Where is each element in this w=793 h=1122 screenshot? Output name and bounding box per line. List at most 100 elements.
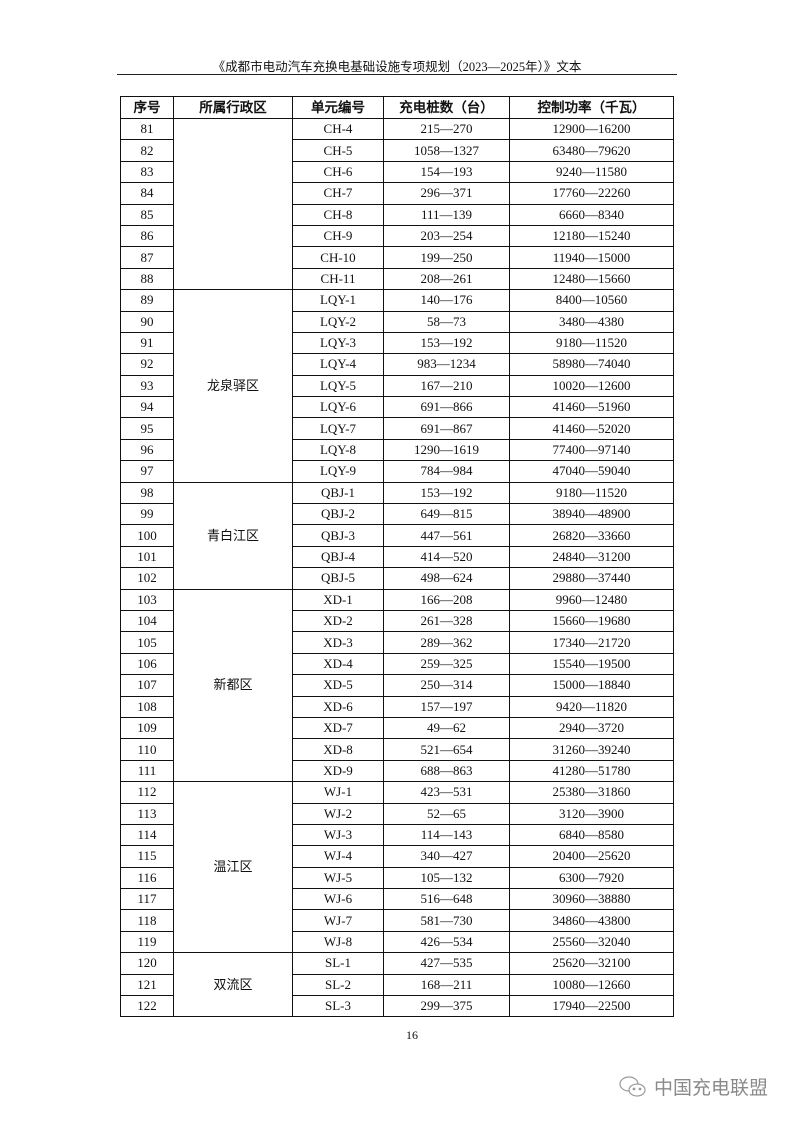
table-row: 85 CH-8 111—139 6660—8340 [120,203,674,226]
row-number: 94 [120,396,174,419]
charging-pile-count: 426—534 [383,930,510,954]
table-row: 81 CH-4 215—270 12900—16200 [120,117,674,291]
row-number: 92 [120,353,174,376]
table-row: 86 CH-9 203—254 12180—15240 [120,224,674,248]
charging-pile-count: 498—624 [383,567,510,590]
table-row: 120 双流区 SL-1 427—535 25620—32100 [120,952,674,1018]
row-number: 93 [120,374,174,398]
row-number: 100 [120,524,174,547]
control-power: 6660—8340 [509,203,674,226]
table-row: 106 XD-4 259—325 15540—19500 [120,652,674,676]
charging-pile-count: 203—254 [383,224,510,248]
row-number: 105 [120,631,174,654]
row-number: 101 [120,545,174,569]
charging-pile-count: 58—73 [383,310,510,333]
table-row: 114 WJ-3 114—143 6840—8580 [120,823,674,847]
control-power: 41460—51960 [509,396,674,419]
control-power: 30960—38880 [509,888,674,911]
row-number: 116 [120,866,174,890]
row-number: 119 [120,930,174,954]
control-power: 29880—37440 [509,567,674,590]
unit-code: XD-1 [292,588,384,611]
unit-code: CH-10 [292,246,384,269]
control-power: 17940—22500 [509,995,674,1018]
control-power: 10020—12600 [509,374,674,398]
table-row: 102 QBJ-5 498—624 29880—37440 [120,567,674,590]
charging-pile-count: 691—867 [383,417,510,440]
unit-code: LQY-6 [292,396,384,419]
control-power: 41280—51780 [509,759,674,783]
charging-pile-count: 154—193 [383,160,510,184]
row-number: 110 [120,738,174,761]
charging-pile-count: 215—270 [383,117,510,141]
control-power: 12900—16200 [509,117,674,141]
unit-code: WJ-6 [292,888,384,911]
control-power: 24840—31200 [509,545,674,569]
row-number: 87 [120,246,174,269]
header-divider [117,74,677,75]
charging-pile-count: 261—328 [383,609,510,633]
unit-code: WJ-2 [292,802,384,825]
unit-code: WJ-8 [292,930,384,954]
row-number: 83 [120,160,174,184]
charging-pile-count: 414—520 [383,545,510,569]
unit-code: XD-5 [292,674,384,697]
row-number: 111 [120,759,174,783]
charging-pile-count: 688—863 [383,759,510,783]
unit-code: CH-9 [292,224,384,248]
unit-code: CH-7 [292,182,384,205]
charging-pile-count: 157—197 [383,695,510,718]
control-power: 8400—10560 [509,289,674,312]
unit-code: LQY-2 [292,310,384,333]
row-number: 99 [120,503,174,526]
row-number: 90 [120,310,174,333]
page-number: 16 [406,1028,418,1042]
unit-code: XD-6 [292,695,384,718]
control-power: 17760—22260 [509,182,674,205]
table-row: 100 QBJ-3 447—561 26820—33660 [120,524,674,547]
watermark: 中国充电联盟 [618,1073,768,1100]
control-power: 9420—11820 [509,695,674,718]
watermark-text: 中国充电联盟 [654,1077,769,1099]
table-row: 103 新都区 XD-1 166—208 9960—12480 [120,588,674,783]
control-power: 9960—12480 [509,588,674,611]
column-header: 充电桩数（台） [383,96,510,119]
row-number: 112 [120,781,174,804]
row-number: 91 [120,331,174,355]
control-power: 6840—8580 [509,823,674,847]
unit-code: SL-1 [292,952,384,975]
unit-code: XD-4 [292,652,384,676]
district-cell: 青白江区 [173,481,293,590]
unit-code: CH-6 [292,160,384,184]
charging-pile-count: 649—815 [383,503,510,526]
charging-pile-table: 序号 所属行政区 单元编号 充电桩数（台） 控制功率（千瓦） 81 CH-4 215—270… [120,96,674,1018]
table-row: 91 LQY-3 153—192 9180—11520 [120,331,674,355]
row-number: 86 [120,224,174,248]
row-number: 95 [120,417,174,440]
table-header-row: 序号 所属行政区 单元编号 充电桩数（台） 控制功率（千瓦） [120,96,674,119]
unit-code: XD-8 [292,738,384,761]
row-number: 98 [120,481,174,505]
charging-pile-count: 581—730 [383,909,510,932]
table-row: 122 SL-3 299—375 17940—22500 [120,995,674,1018]
unit-code: XD-2 [292,609,384,633]
unit-code: CH-8 [292,203,384,226]
table-row: 96 LQY-8 1290—1619 77400—97140 [120,438,674,462]
row-number: 109 [120,716,174,740]
row-number: 118 [120,909,174,932]
district-cell: 龙泉驿区 [173,289,293,483]
unit-code: LQY-5 [292,374,384,398]
unit-code: LQY-9 [292,460,384,483]
table-row: 84 CH-7 296—371 17760—22260 [120,182,674,205]
row-number: 122 [120,995,174,1018]
control-power: 77400—97140 [509,438,674,462]
row-number: 96 [120,438,174,462]
unit-code: QBJ-5 [292,567,384,590]
control-power: 15660—19680 [509,609,674,633]
control-power: 26820—33660 [509,524,674,547]
table-row: 110 XD-8 521—654 31260—39240 [120,738,674,761]
row-number: 121 [120,973,174,997]
charging-pile-count: 299—375 [383,995,510,1018]
unit-code: LQY-1 [292,289,384,312]
row-number: 84 [120,182,174,205]
